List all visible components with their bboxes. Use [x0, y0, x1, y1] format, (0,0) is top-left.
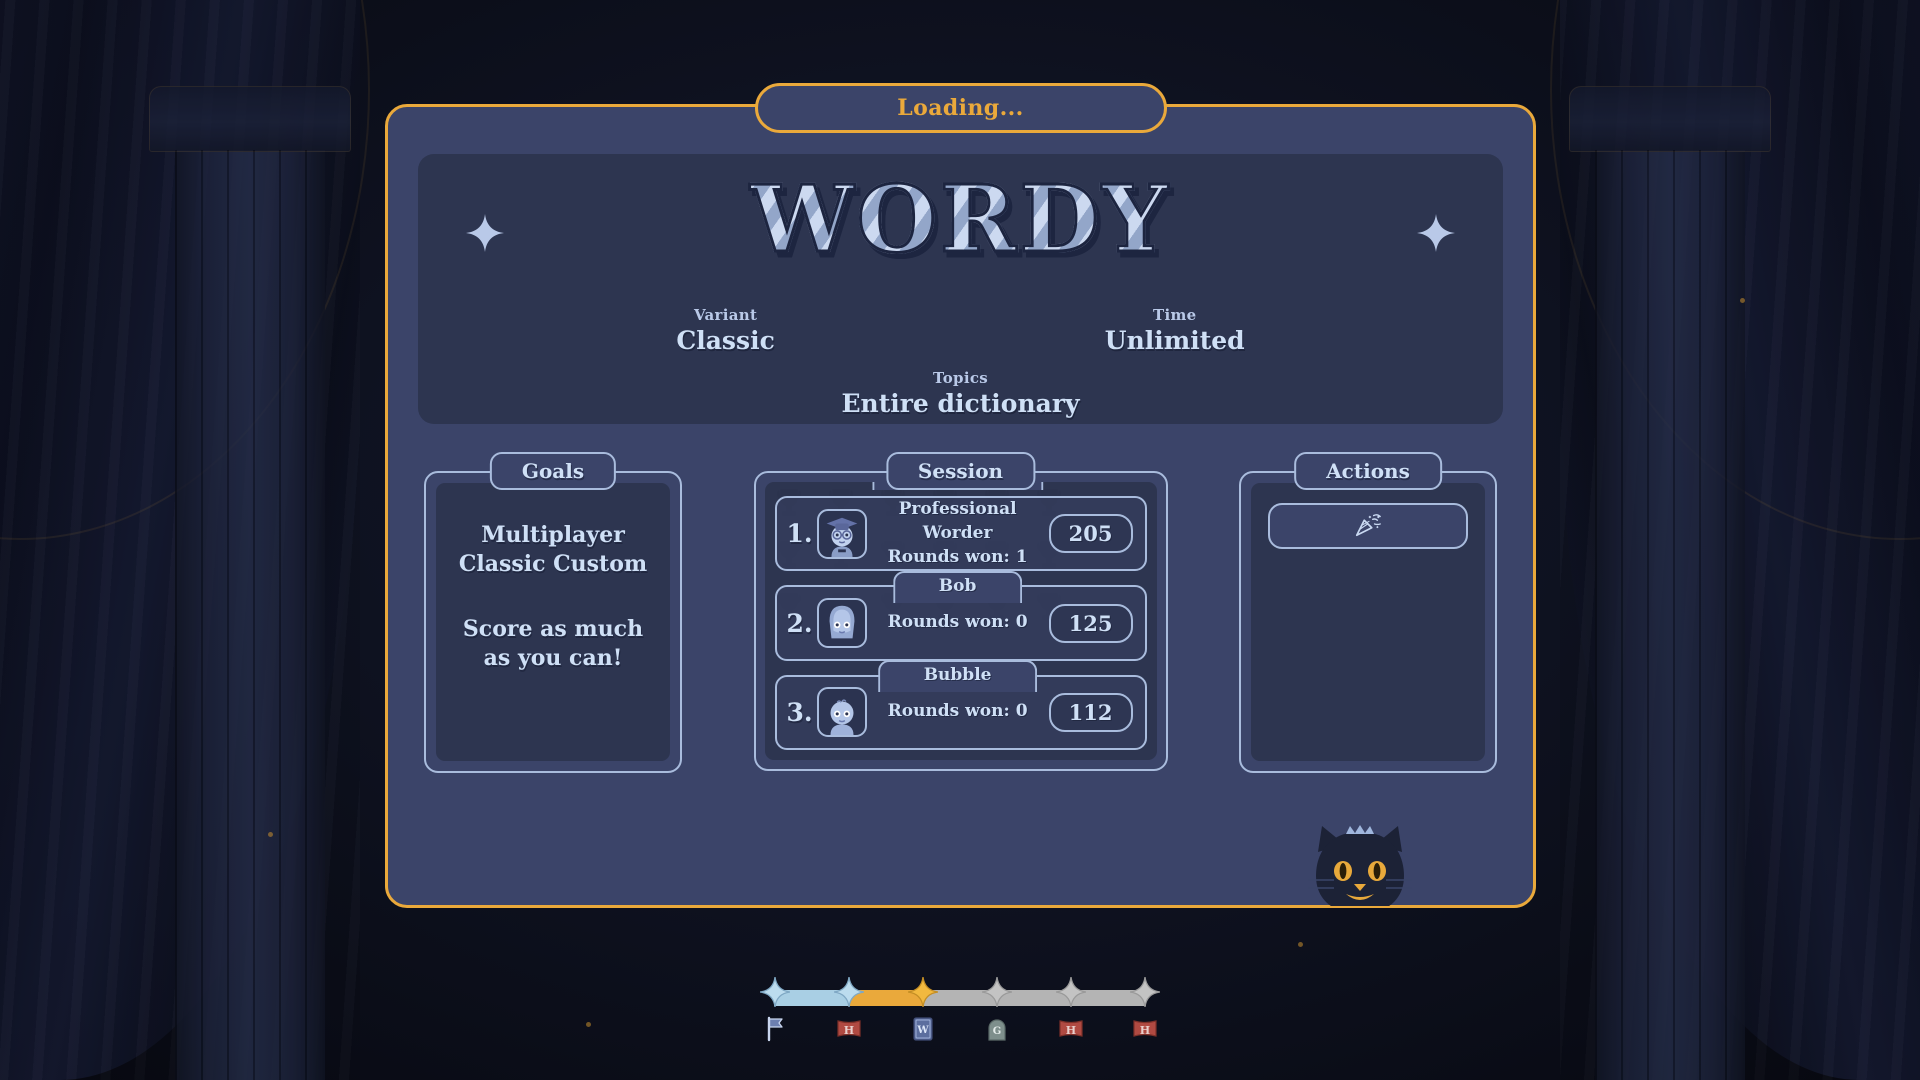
variant-block: Variant Classic — [676, 306, 774, 355]
player-name: Bob — [892, 571, 1023, 604]
background-dot — [268, 832, 273, 837]
variant-value: Classic — [676, 326, 775, 355]
goals-panel-title: Goals — [489, 452, 617, 490]
progress-node-completed[interactable] — [833, 976, 865, 1008]
crowned-cat-icon — [1300, 824, 1420, 906]
player-rank: 1. — [786, 519, 813, 549]
sparkle-icon — [1417, 214, 1455, 252]
background-dot — [1298, 942, 1303, 947]
celebrate-button[interactable] — [1268, 503, 1468, 549]
progress-nodes — [759, 976, 1161, 1008]
player-rank: 3. — [786, 697, 813, 727]
progress-track: H W G H H — [759, 972, 1161, 1042]
variant-label: Variant — [693, 306, 758, 324]
player-rank: 2. — [786, 608, 813, 638]
player-rounds-won: Rounds won: 0 — [887, 701, 1028, 722]
time-block: Time Unlimited — [1105, 306, 1245, 355]
session-panel-title: Session — [885, 452, 1036, 490]
player-info: Bubble Rounds won: 0 — [867, 660, 1049, 724]
progress-segment — [997, 990, 1072, 1006]
player-row[interactable]: 1. — [774, 482, 1147, 572]
page-title: WORDY — [749, 165, 1171, 273]
banner-icon: H — [1056, 1016, 1086, 1042]
session-panel: Session 1. — [753, 452, 1168, 771]
progress-node-current[interactable] — [907, 976, 939, 1008]
player-score: 112 — [1048, 692, 1133, 732]
tombstone-icon: G — [982, 1016, 1012, 1042]
player-info: ArcoDev Professional Worder Rounds won: … — [867, 482, 1049, 569]
meta-row-topics: Topics Entire dictionary — [418, 369, 1503, 418]
progress-node-upcoming[interactable] — [1055, 976, 1087, 1008]
pillar-right — [1569, 86, 1771, 1080]
banner-icon: H — [834, 1016, 864, 1042]
player-info: Bob Rounds won: 0 — [867, 571, 1049, 635]
svg-text:G: G — [993, 1026, 1002, 1037]
background-dot — [1740, 298, 1745, 303]
goals-panel-body: Multiplayer Classic Custom Score as much… — [424, 471, 682, 773]
goals-panel: Goals Multiplayer Classic Custom Score a… — [424, 452, 682, 773]
avatar-hooded-icon — [816, 598, 867, 649]
svg-text:H: H — [1140, 1024, 1150, 1037]
progress-segment — [1071, 990, 1147, 1006]
player-score: 205 — [1048, 514, 1133, 554]
actions-content — [1251, 483, 1485, 761]
party-popper-icon — [1353, 509, 1383, 543]
player-rounds-won: Rounds won: 0 — [887, 612, 1028, 633]
progress-segment — [848, 990, 923, 1006]
progress-segment — [774, 990, 849, 1006]
goal-description: Score as much as you can! — [462, 615, 644, 672]
pillar-left — [149, 86, 351, 1080]
player-row[interactable]: 2. Bob Rounds won: — [774, 571, 1147, 661]
actions-panel-title: Actions — [1294, 452, 1442, 490]
progress-segment — [922, 990, 998, 1006]
goal-heading-line2: Classic Custom — [458, 551, 648, 578]
progress-node-completed[interactable] — [759, 976, 791, 1008]
actions-panel-body — [1239, 471, 1497, 773]
session-panel-body: 1. — [753, 471, 1168, 771]
player-score: 125 — [1048, 603, 1133, 643]
title-card: WORDY Variant Classic Time Unlimited Top… — [418, 154, 1503, 424]
actions-panel: Actions — [1239, 452, 1497, 773]
topics-label: Topics — [932, 369, 988, 387]
avatar-graduate-icon — [816, 508, 867, 559]
goal-heading-line1: Multiplayer — [481, 522, 625, 548]
time-value: Unlimited — [1104, 326, 1245, 355]
background-dot — [586, 1022, 591, 1027]
svg-text:H: H — [1066, 1024, 1076, 1037]
meta-row-primary: Variant Classic Time Unlimited — [418, 306, 1503, 355]
topics-block: Topics Entire dictionary — [841, 369, 1079, 418]
progress-node-upcoming[interactable] — [1129, 976, 1161, 1008]
player-row[interactable]: 3. Bubble — [774, 660, 1147, 750]
svg-text:H: H — [844, 1024, 854, 1037]
book-icon: W — [908, 1016, 938, 1042]
player-subtitle: Professional Worder — [898, 499, 1017, 543]
goal-heading: Multiplayer Classic Custom — [458, 521, 648, 580]
player-name: Bubble — [877, 660, 1038, 693]
session-player-list: 1. — [764, 482, 1157, 760]
progress-track-line — [774, 990, 1147, 1006]
banner-icon: H — [1130, 1016, 1160, 1042]
player-rounds-won: Rounds won: 1 — [887, 546, 1028, 567]
topics-value: Entire dictionary — [841, 389, 1080, 418]
time-label: Time — [1152, 306, 1197, 324]
goals-content: Multiplayer Classic Custom Score as much… — [436, 483, 670, 761]
sparkle-icon — [466, 214, 504, 252]
flag-icon — [760, 1016, 790, 1042]
loading-status-badge: Loading... — [754, 83, 1167, 133]
loading-label: Loading... — [897, 95, 1024, 121]
lobby-columns: Goals Multiplayer Classic Custom Score a… — [424, 452, 1497, 872]
progress-node-upcoming[interactable] — [981, 976, 1013, 1008]
svg-text:W: W — [916, 1025, 929, 1036]
avatar-bald-icon — [816, 687, 867, 738]
progress-tiles: H W G H H — [760, 1016, 1160, 1042]
game-lobby-panel: Loading... WORDY Variant Classic Time Un… — [385, 83, 1536, 908]
